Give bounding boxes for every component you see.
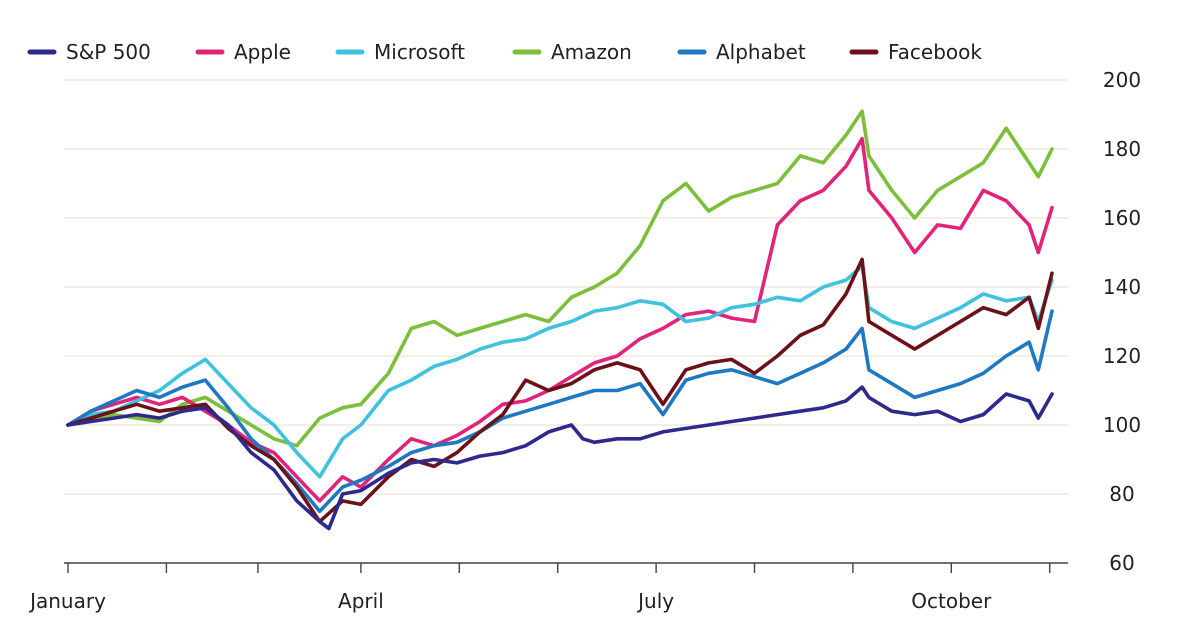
series-line-microsoft: [66, 264, 1054, 479]
y-tick-label-160: 160: [1103, 206, 1141, 230]
legend-label-amazon: Amazon: [551, 40, 632, 64]
y-tick-label-60: 60: [1109, 551, 1134, 575]
series-line-apple: [66, 136, 1054, 503]
legend: S&P 500 Apple Microsoft Amazon Alphabet Faceb…: [27, 40, 982, 64]
grid: [64, 79, 1068, 495]
legend-label-sandp-500: S&P 500: [66, 40, 151, 64]
x-tick-label-october: October: [911, 589, 992, 613]
y-tick-label-140: 140: [1103, 275, 1141, 299]
y-tick-label-80: 80: [1109, 482, 1134, 506]
plot-area: [66, 109, 1054, 531]
y-tick-label-180: 180: [1103, 137, 1141, 161]
y-axis: 60 80 100 120 140 160 180 200: [1103, 68, 1141, 575]
legend-label-alphabet: Alphabet: [716, 40, 806, 64]
y-tick-label-200: 200: [1103, 68, 1141, 92]
series-line-amazon: [66, 109, 1054, 448]
series-line-alphabet: [66, 309, 1054, 514]
y-tick-label-120: 120: [1103, 344, 1141, 368]
legend-label-microsoft: Microsoft: [374, 40, 465, 64]
legend-label-facebook: Facebook: [888, 40, 982, 64]
series-line-sandp-500: [66, 385, 1054, 531]
legend-label-apple: Apple: [234, 40, 291, 64]
x-tick-label-january: January: [28, 589, 106, 613]
x-tick-label-april: April: [338, 589, 384, 613]
x-tick-label-july: July: [636, 589, 674, 613]
y-tick-label-100: 100: [1103, 413, 1141, 437]
x-axis: January April July October: [28, 562, 1068, 613]
